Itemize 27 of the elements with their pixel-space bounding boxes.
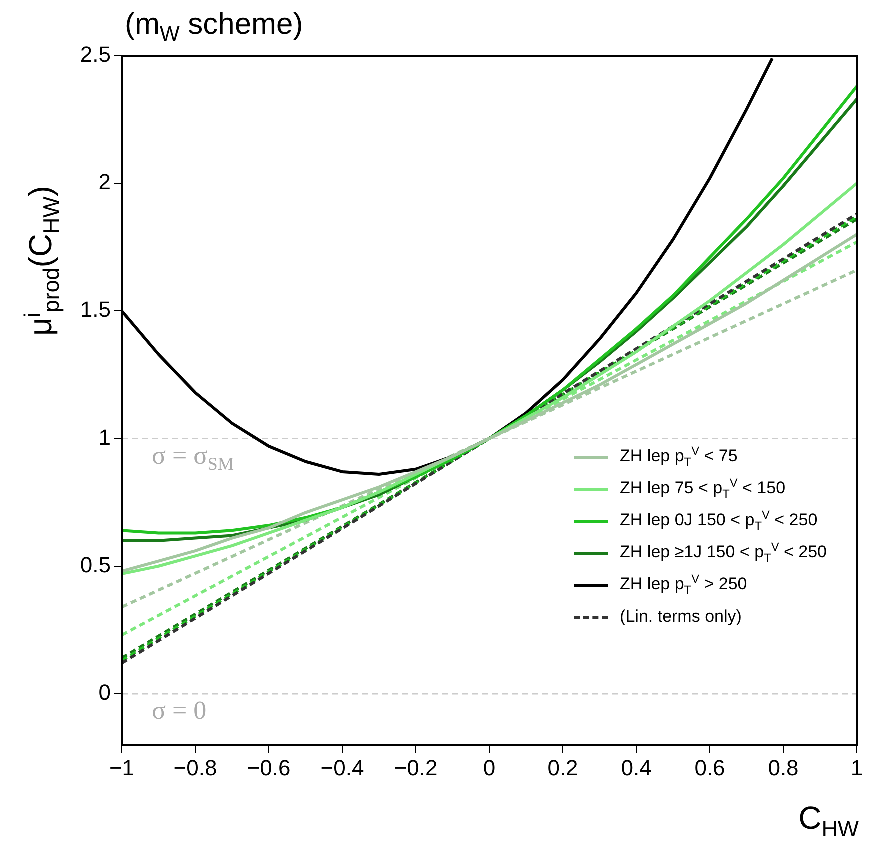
legend-label: ZH lep 0J 150 < p$_{T}$$^{V}$ < 250 [620, 508, 818, 534]
x-tick-label: 1 [850, 755, 864, 780]
y-tick-label: 0 [98, 680, 111, 706]
x-tick-label: 0.2 [548, 755, 578, 780]
x-axis-title: C$_{HW}$ [798, 800, 859, 842]
y-tick-label: 2 [98, 170, 111, 195]
y-tick-label: 1.5 [80, 297, 111, 322]
legend-label: ZH lep 75 < p$_{T}$$^{V}$ < 150 [620, 476, 786, 502]
x-tick-label: −0.6 [247, 755, 291, 780]
legend-label: ZH lep p$_{T}$$^{V}$ < 75 [620, 444, 738, 470]
legend-label: ZH lep p$_{T}$$^{V}$ > 250 [620, 572, 748, 598]
y-tick-label: 2.5 [80, 42, 111, 68]
x-tick-label: −0.8 [174, 755, 218, 780]
chart-title: (m$_{W}$ scheme) [125, 8, 304, 47]
y-tick-label: 1 [98, 424, 111, 450]
y-tick-label: 0.5 [80, 552, 111, 578]
x-tick-label: 0.8 [768, 755, 799, 780]
legend-label: ZH lep ≥1J 150 < p$_{T}$$^{V}$ < 250 [620, 540, 827, 566]
x-tick-label: −0.2 [394, 755, 438, 780]
x-tick-label: −1 [109, 755, 135, 780]
ref-line-label: σ = 0 [152, 696, 207, 726]
legend-label: (Lin. terms only) [620, 607, 742, 627]
x-tick-label: 0 [483, 755, 496, 780]
ref-line-label: σ = σ$_{SM}$ [152, 440, 234, 475]
x-tick-label: −0.4 [320, 755, 364, 780]
x-tick-label: 0.4 [621, 755, 652, 780]
x-tick-label: 0.6 [694, 755, 726, 780]
